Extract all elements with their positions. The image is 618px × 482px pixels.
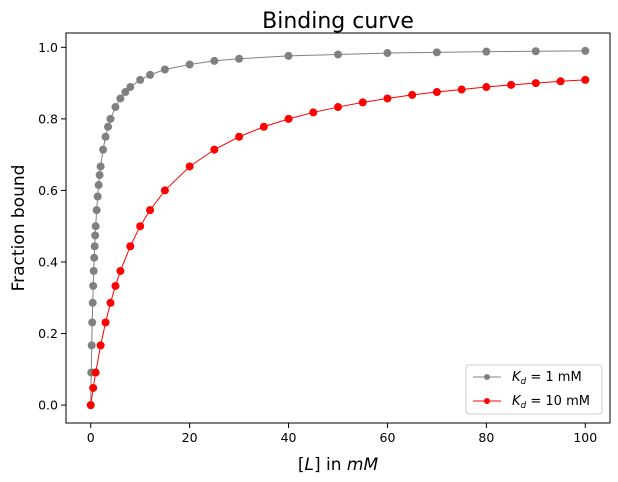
data-point-series-0	[101, 132, 110, 141]
y-tick-label: 0.4	[38, 254, 58, 269]
data-point-series-0	[88, 298, 97, 307]
data-point-series-1	[507, 80, 516, 89]
x-tick-label: 80	[478, 430, 494, 445]
chart-title: Binding curve	[262, 9, 414, 34]
data-point-series-0	[90, 242, 99, 251]
x-axis-label-pre: [	[298, 455, 305, 475]
data-point-series-1	[432, 88, 441, 97]
legend-label-0-rest: = 1 mM	[526, 370, 581, 385]
series-layer	[86, 46, 590, 410]
data-point-series-1	[111, 281, 120, 290]
data-point-series-0	[111, 103, 120, 112]
data-point-series-0	[91, 222, 100, 231]
data-point-series-1	[581, 75, 590, 84]
data-point-series-0	[104, 122, 113, 131]
data-point-series-1	[210, 145, 219, 154]
data-point-series-1	[101, 318, 110, 327]
data-point-series-1	[259, 122, 268, 131]
data-point-series-1	[86, 401, 95, 410]
y-tick-label: 1.0	[38, 40, 58, 55]
data-point-series-0	[210, 56, 219, 65]
data-point-series-1	[235, 132, 244, 141]
data-point-series-0	[87, 341, 96, 350]
data-point-series-1	[457, 85, 466, 94]
data-point-series-1	[146, 206, 155, 215]
data-point-series-0	[185, 60, 194, 69]
data-point-series-0	[383, 49, 392, 58]
data-point-series-1	[309, 108, 318, 117]
data-point-series-1	[185, 162, 194, 171]
legend-label-series-0: Kd = 1 mM	[512, 370, 582, 387]
data-point-series-0	[90, 253, 99, 262]
data-point-series-0	[235, 54, 244, 63]
data-point-series-0	[432, 48, 441, 57]
legend-label-1-sym: K	[512, 394, 522, 409]
x-axis-label: [L] in mM	[298, 455, 379, 475]
data-point-series-1	[358, 98, 367, 107]
legend-label-0-sub: d	[521, 377, 527, 387]
data-point-series-1	[383, 94, 392, 103]
data-point-series-1	[91, 368, 100, 377]
data-point-series-0	[95, 171, 104, 180]
data-point-series-1	[556, 77, 565, 86]
data-point-series-0	[136, 75, 145, 84]
data-point-series-1	[531, 79, 540, 88]
x-axis-label-var: L	[304, 455, 313, 475]
legend-marker-series-1	[484, 398, 490, 404]
ticks-layer: 0 20 40 60 80 100 0.0 0.2 0.4 0.6 0.8 1.0	[38, 40, 597, 445]
y-tick-label: 0.8	[38, 111, 58, 126]
x-tick-label: 60	[380, 430, 396, 445]
data-point-series-1	[408, 90, 417, 99]
x-tick-label: 100	[573, 430, 597, 445]
data-point-series-1	[106, 298, 115, 307]
plot-frame	[65, 32, 611, 424]
data-point-series-0	[160, 65, 169, 74]
data-point-series-0	[88, 318, 97, 327]
data-point-series-0	[106, 114, 115, 123]
data-point-series-1	[284, 114, 293, 123]
y-axis-label: Fraction bound	[9, 165, 29, 292]
data-point-series-1	[116, 266, 125, 275]
legend: Kd = 1 mM Kd = 10 mM	[465, 364, 603, 415]
data-point-series-0	[89, 266, 98, 275]
data-point-series-0	[91, 231, 100, 240]
data-point-series-0	[121, 88, 130, 97]
legend-label-1-sub: d	[521, 401, 527, 411]
legend-label-1-rest: = 10 mM	[526, 394, 590, 409]
series-line-1	[90, 79, 586, 406]
legend-label-series-1: Kd = 10 mM	[512, 394, 590, 411]
x-tick-label: 20	[182, 430, 198, 445]
data-point-series-1	[136, 222, 145, 231]
data-point-series-0	[92, 206, 101, 215]
data-point-series-0	[531, 47, 540, 56]
y-tick-label: 0.6	[38, 183, 58, 198]
x-tick-label: 40	[281, 430, 297, 445]
legend-label-0-sym: K	[512, 370, 522, 385]
data-point-series-1	[96, 341, 105, 350]
data-point-series-0	[284, 51, 293, 60]
y-tick-label: 0.2	[38, 326, 58, 341]
data-point-series-1	[334, 103, 342, 112]
x-axis-label-mid: ] in	[314, 455, 347, 475]
data-point-series-0	[482, 47, 491, 56]
x-axis-label-unit: mM	[347, 455, 379, 475]
data-point-series-1	[482, 83, 491, 92]
data-point-series-0	[116, 94, 125, 103]
data-point-series-0	[93, 192, 102, 201]
data-point-series-1	[160, 186, 169, 195]
data-point-series-0	[146, 70, 155, 79]
y-tick-label: 0.0	[38, 398, 58, 413]
data-point-series-0	[96, 162, 105, 171]
data-point-series-0	[581, 46, 590, 55]
data-point-series-1	[126, 242, 135, 251]
data-point-series-0	[126, 83, 135, 92]
legend-marker-series-0	[484, 374, 490, 380]
x-tick-label: 0	[87, 430, 95, 445]
data-point-series-1	[89, 383, 98, 392]
data-point-series-0	[334, 50, 342, 59]
data-point-series-0	[94, 181, 103, 190]
data-point-series-0	[89, 281, 98, 290]
data-point-series-0	[99, 145, 108, 154]
